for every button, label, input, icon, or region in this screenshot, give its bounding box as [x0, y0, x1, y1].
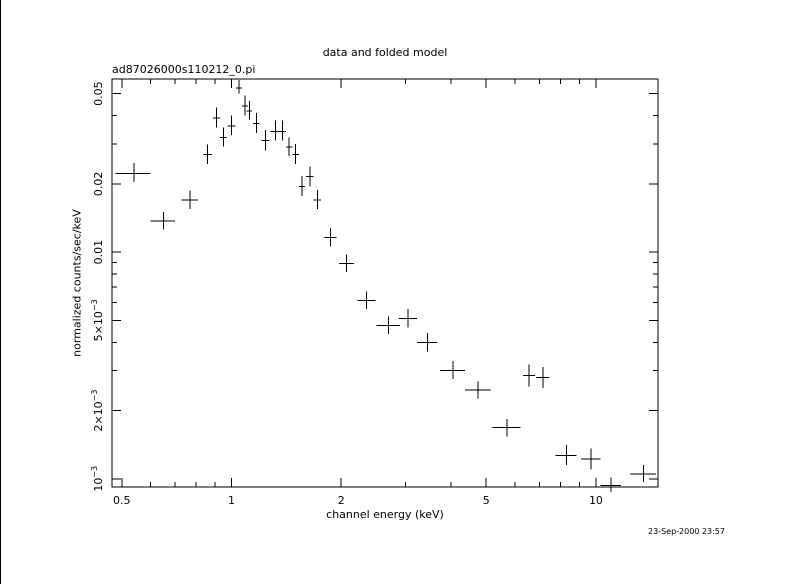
- y-tick-label: 10−3: [90, 466, 105, 492]
- y-tick-label: 0.05: [92, 81, 105, 106]
- chart-title: data and folded model: [322, 46, 448, 59]
- x-axis-label: channel energy (keV): [326, 508, 444, 521]
- timestamp: 23-Sep-2000 23:57: [648, 527, 725, 536]
- y-tick-label: 0.01: [92, 240, 105, 265]
- window-left-border: [0, 0, 1, 584]
- x-tick-label: 2: [338, 494, 345, 507]
- x-tick-label: 1: [228, 494, 235, 507]
- y-tick-label: 0.02: [92, 172, 105, 197]
- plot-frame: [111, 78, 659, 488]
- chart-subtitle: ad87026000s110212_0.pi: [112, 63, 256, 76]
- x-tick-label: 0.5: [113, 494, 131, 507]
- y-tick-label: 5×10−3: [90, 299, 105, 341]
- x-tick-label: 5: [483, 494, 490, 507]
- y-tick-label: 2×10−3: [90, 390, 105, 432]
- x-tick-label: 10: [589, 494, 603, 507]
